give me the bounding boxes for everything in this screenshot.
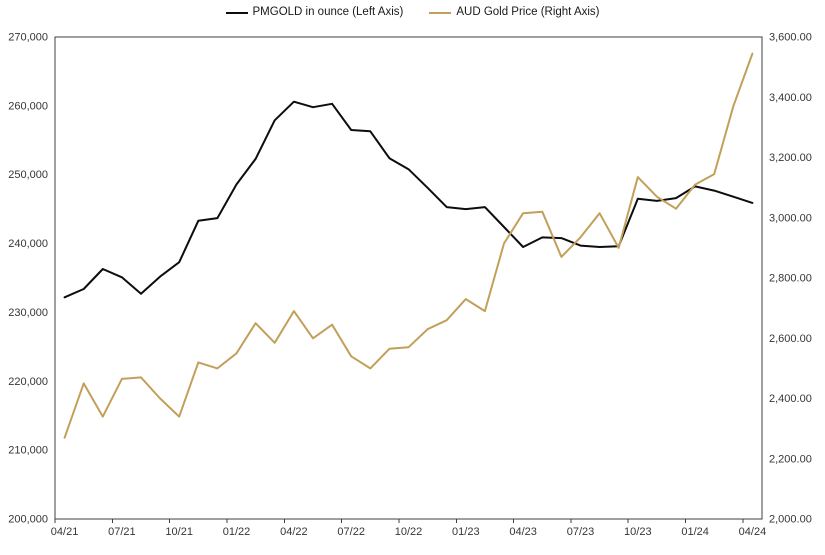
x-axis-label: 04/23 <box>509 526 537 538</box>
x-axis-label: 01/23 <box>452 526 480 538</box>
left-axis-label: 240,000 <box>8 238 48 250</box>
x-axis-label: 07/23 <box>567 526 595 538</box>
series-aud-gold-line <box>63 52 754 439</box>
x-axis-label: 07/21 <box>108 526 136 538</box>
x-axis-label: 10/21 <box>165 526 193 538</box>
x-axis-label: 04/22 <box>280 526 308 538</box>
right-axis-label: 3,600.00 <box>769 32 812 44</box>
left-axis-label: 210,000 <box>8 445 48 457</box>
left-axis-label: 230,000 <box>8 307 48 319</box>
left-axis-label: 270,000 <box>8 32 48 44</box>
x-axis-label: 04/21 <box>51 526 79 538</box>
right-axis-label: 2,200.00 <box>769 453 812 465</box>
right-axis-label: 2,800.00 <box>769 273 812 285</box>
plot-border <box>54 36 763 520</box>
x-axis-label: 10/23 <box>624 526 652 538</box>
right-axis-label: 3,400.00 <box>769 92 812 104</box>
right-axis-label: 3,200.00 <box>769 152 812 164</box>
right-axis-label: 3,000.00 <box>769 212 812 224</box>
series-pmgold-line <box>63 100 754 299</box>
right-axis-label: 2,000.00 <box>769 514 812 526</box>
left-axis-label: 260,000 <box>8 100 48 112</box>
right-axis-label: 2,600.00 <box>769 333 812 345</box>
left-axis-label: 220,000 <box>8 376 48 388</box>
x-axis-label: 04/24 <box>739 526 767 538</box>
x-axis-label: 07/22 <box>337 526 365 538</box>
left-axis-label: 250,000 <box>8 169 48 181</box>
left-axis-label: 200,000 <box>8 514 48 526</box>
x-axis-label: 01/22 <box>223 526 251 538</box>
right-axis-label: 2,400.00 <box>769 393 812 405</box>
x-axis-label: 01/24 <box>681 526 709 538</box>
x-axis-label: 10/22 <box>395 526 423 538</box>
